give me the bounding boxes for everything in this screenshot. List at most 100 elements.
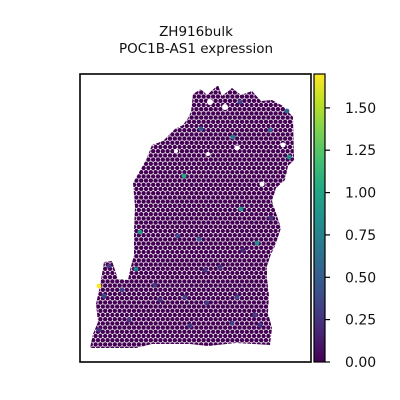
tissue-spot: [227, 149, 233, 154]
tissue-spot: [119, 296, 125, 301]
expression-spot: [204, 300, 210, 306]
tissue-spot: [139, 237, 144, 242]
tissue-spot: [225, 212, 230, 217]
tissue-spot: [172, 262, 177, 267]
tissue-spot: [139, 170, 144, 175]
tissue-spot: [189, 140, 194, 145]
tissue-spot: [153, 312, 158, 318]
tissue-spot: [249, 312, 254, 318]
tissue-spot: [201, 296, 206, 301]
tissue-spot: [98, 317, 103, 322]
tissue-spot: [172, 186, 177, 192]
tissue-spot: [191, 329, 197, 334]
tissue-spot: [175, 249, 180, 255]
tissue-spot: [155, 249, 161, 255]
tissue-spot: [249, 136, 254, 141]
tissue-spot: [165, 199, 170, 204]
tissue-spot: [259, 212, 264, 217]
tissue-spot: [263, 312, 269, 318]
tissue-spot: [115, 346, 120, 348]
tissue-spot: [151, 266, 156, 271]
tissue-spot: [225, 237, 230, 242]
tissue-spot: [211, 254, 216, 259]
tissue-spot: [155, 325, 161, 330]
tissue-spot: [115, 279, 120, 284]
tissue-spot: [175, 258, 180, 263]
tissue-spot: [239, 195, 245, 200]
tissue-spot: [141, 283, 146, 288]
tissue-spot: [261, 258, 266, 263]
tissue-spot: [227, 199, 233, 204]
tissue-spot: [165, 333, 170, 339]
tissue-spot: [263, 144, 269, 150]
tissue-spot: [191, 128, 197, 133]
tissue-spot: [232, 325, 237, 330]
tissue-spot: [215, 144, 221, 150]
tissue-spot: [256, 115, 261, 120]
tissue-spot: [235, 94, 240, 99]
tissue-spot: [244, 228, 249, 234]
tissue-spot: [201, 161, 206, 166]
tissue-spot: [189, 233, 194, 238]
tissue-spot: [237, 182, 242, 187]
tissue-spot: [110, 338, 115, 343]
tissue-spot: [263, 237, 269, 242]
tissue-spot: [278, 128, 283, 133]
tissue-spot: [249, 153, 254, 158]
tissue-spot: [146, 249, 151, 255]
tissue-spot: [158, 321, 163, 326]
tissue-spot: [191, 170, 197, 175]
tissue-spot: [215, 296, 221, 301]
tissue-spot: [237, 258, 242, 263]
tissue-spot: [218, 249, 223, 255]
tissue-spot: [146, 157, 151, 162]
tissue-spot: [256, 191, 261, 196]
tissue-spot: [242, 132, 247, 137]
tissue-spot: [141, 275, 146, 280]
tissue-spot: [247, 308, 252, 313]
tissue-spot: [177, 312, 182, 318]
tissue-spot: [141, 199, 146, 204]
tissue-spot: [100, 329, 106, 334]
tissue-spot: [225, 170, 230, 175]
tissue-spot: [254, 153, 259, 158]
tissue-spot: [136, 224, 141, 229]
tissue-spot: [187, 279, 192, 284]
tissue-spot: [251, 258, 257, 263]
tissue-spot: [211, 287, 216, 292]
tissue-spot: [105, 287, 110, 292]
tissue-spot: [179, 182, 185, 187]
tissue-spot: [268, 144, 273, 150]
tissue-spot: [220, 186, 225, 192]
tissue-spot: [191, 312, 197, 318]
tissue-spot: [285, 115, 290, 120]
tissue-spot: [136, 174, 141, 179]
tissue-spot: [194, 283, 199, 288]
tissue-spot: [129, 346, 134, 348]
tissue-spot: [129, 304, 134, 309]
tissue-spot: [199, 199, 204, 204]
tissue-spot: [225, 220, 230, 225]
tissue-spot: [103, 308, 108, 313]
tissue-spot: [273, 153, 278, 158]
tissue-spot: [261, 216, 266, 221]
tissue-spot: [244, 321, 249, 326]
tissue-spot: [263, 136, 269, 141]
tissue-spot: [141, 300, 146, 305]
tissue-spot: [177, 161, 182, 166]
tissue-spot: [177, 228, 182, 234]
tissue-spot: [251, 207, 257, 213]
tissue-gap: [174, 149, 178, 153]
tissue-spot: [263, 102, 269, 108]
tissue-spot: [227, 115, 233, 120]
tissue-spot: [254, 254, 259, 259]
tissue-spot: [160, 149, 165, 154]
tissue-spot: [151, 325, 156, 330]
tissue-spot: [163, 153, 168, 158]
tissue-spot: [225, 338, 230, 343]
tissue-spot: [134, 178, 139, 183]
tissue-spot: [280, 149, 285, 154]
tissue-spot: [227, 224, 233, 229]
tissue-spot: [213, 115, 218, 120]
tissue-spot: [232, 224, 237, 229]
